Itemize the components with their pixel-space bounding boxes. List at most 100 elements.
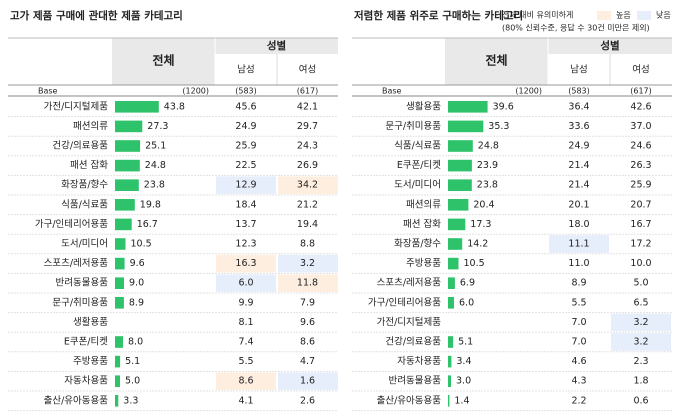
cell-value: 1.8 (633, 376, 648, 387)
legend-swatch-low (637, 11, 651, 20)
bar-value: 3.4 (456, 356, 471, 367)
header-group-label: 성별 (600, 39, 619, 52)
bar-value: 6.9 (460, 278, 475, 289)
header-total (112, 38, 215, 85)
cell-value: 11.1 (568, 239, 589, 250)
highlight-cell (216, 372, 276, 390)
cell-value: 19.4 (297, 219, 318, 230)
highlight-cell (611, 333, 671, 351)
bar-value: 6.0 (459, 297, 474, 308)
cell-value: 3.2 (633, 317, 648, 328)
highlight-cell (278, 254, 338, 273)
cell-value: 9.9 (238, 297, 253, 308)
bar (115, 159, 140, 172)
base-value: (1200) (182, 87, 209, 96)
bar-value: 16.7 (137, 219, 158, 230)
bar-value: 35.3 (488, 121, 509, 132)
header-group (548, 38, 672, 54)
bar (448, 297, 454, 309)
cell-value: 1.6 (300, 376, 315, 387)
cell-value: 29.7 (297, 121, 318, 132)
cell-value: 7.0 (571, 337, 586, 348)
cell-value: 20.7 (630, 199, 651, 210)
cell-value: 8.6 (238, 376, 253, 387)
cell-value: 24.3 (297, 141, 318, 152)
highlight-cell (549, 235, 609, 253)
row-label: 가전/디지털제품 (44, 100, 109, 112)
bar (448, 179, 472, 191)
bar (115, 277, 124, 289)
row-label: 도서/미디어 (394, 180, 441, 191)
row-label: 패션의류 (406, 199, 441, 210)
cell-value: 16.7 (630, 219, 651, 230)
row-label: 식품/식료품 (61, 199, 108, 210)
cell-value: 4.7 (300, 356, 315, 367)
cell-value: 12.3 (235, 239, 256, 250)
cell-value: 8.6 (300, 337, 315, 348)
cell-value: 4.6 (571, 356, 586, 367)
cell-value: 7.0 (571, 317, 586, 328)
bar-value: 3.0 (456, 376, 471, 387)
row-label: 생활용품 (73, 316, 108, 328)
cell-value: 6.0 (238, 278, 253, 289)
bar (115, 199, 135, 211)
bar (115, 355, 121, 368)
cell-value: 11.0 (568, 258, 589, 269)
bar (115, 297, 124, 309)
bar (448, 101, 488, 113)
bar (115, 179, 139, 191)
legend-low: 낮음 (656, 10, 671, 20)
base-label: Base (382, 87, 402, 96)
row-label: 패션 잡화 (70, 159, 108, 171)
cell-value: 21.2 (297, 199, 318, 210)
bar (448, 199, 469, 211)
bar-value: 9.6 (130, 258, 145, 269)
cell-value: 4.1 (238, 395, 253, 406)
cell-value: 9.6 (300, 317, 315, 328)
cell-value: 25.9 (235, 141, 256, 152)
bar (115, 218, 132, 231)
header-total (445, 38, 548, 85)
header-sub: 여성 (632, 64, 649, 76)
cell-value: 37.0 (630, 121, 651, 132)
highlight-cell (278, 372, 338, 390)
legend-high: 높음 (616, 11, 631, 20)
bar-value: 17.3 (470, 219, 491, 230)
row-label: 스포츠/레저용품 (44, 258, 109, 269)
cell-value: 8.9 (571, 278, 586, 289)
cell-value: 42.1 (297, 101, 318, 112)
bar (115, 140, 141, 152)
row-label: 가전/디지털제품 (377, 316, 442, 328)
cell-value: 26.9 (297, 160, 318, 171)
cell-value: 33.6 (568, 121, 589, 132)
row-label: 패션의류 (73, 121, 108, 132)
base-value: (617) (297, 87, 319, 96)
row-label: 건강/의료용품 (52, 141, 108, 152)
header-sub: 여성 (299, 64, 316, 76)
bar (448, 336, 454, 348)
cell-value: 8.8 (300, 239, 315, 250)
legend-title: 전체 대비 유의미하게 (502, 10, 573, 20)
bar (115, 395, 119, 407)
row-label: 스포츠/레저용품 (377, 278, 442, 289)
bar-value: 24.8 (145, 160, 166, 171)
row-label: 문구/취미용품 (385, 121, 441, 132)
cell-value: 21.4 (568, 180, 589, 191)
row-label: 반려동물용품 (56, 277, 109, 289)
bar-value: 5.0 (125, 376, 140, 387)
bar (448, 120, 484, 133)
bar-value: 8.0 (128, 337, 143, 348)
row-label: 화장품/향수 (394, 238, 441, 250)
bar (448, 257, 459, 270)
bar-value: 10.5 (131, 239, 152, 250)
cell-value: 20.1 (568, 199, 589, 210)
cell-value: 16.3 (235, 258, 256, 269)
panel-title: 고가 제품 구매에 관대한 제품 카테고리 (10, 9, 183, 22)
highlight-cell (611, 313, 671, 332)
cell-value: 2.3 (633, 356, 648, 367)
row-label: 주방용품 (73, 356, 108, 367)
bar-value: 5.1 (125, 356, 140, 367)
bar (448, 277, 455, 289)
bar (115, 120, 143, 133)
cell-value: 5.5 (238, 356, 253, 367)
